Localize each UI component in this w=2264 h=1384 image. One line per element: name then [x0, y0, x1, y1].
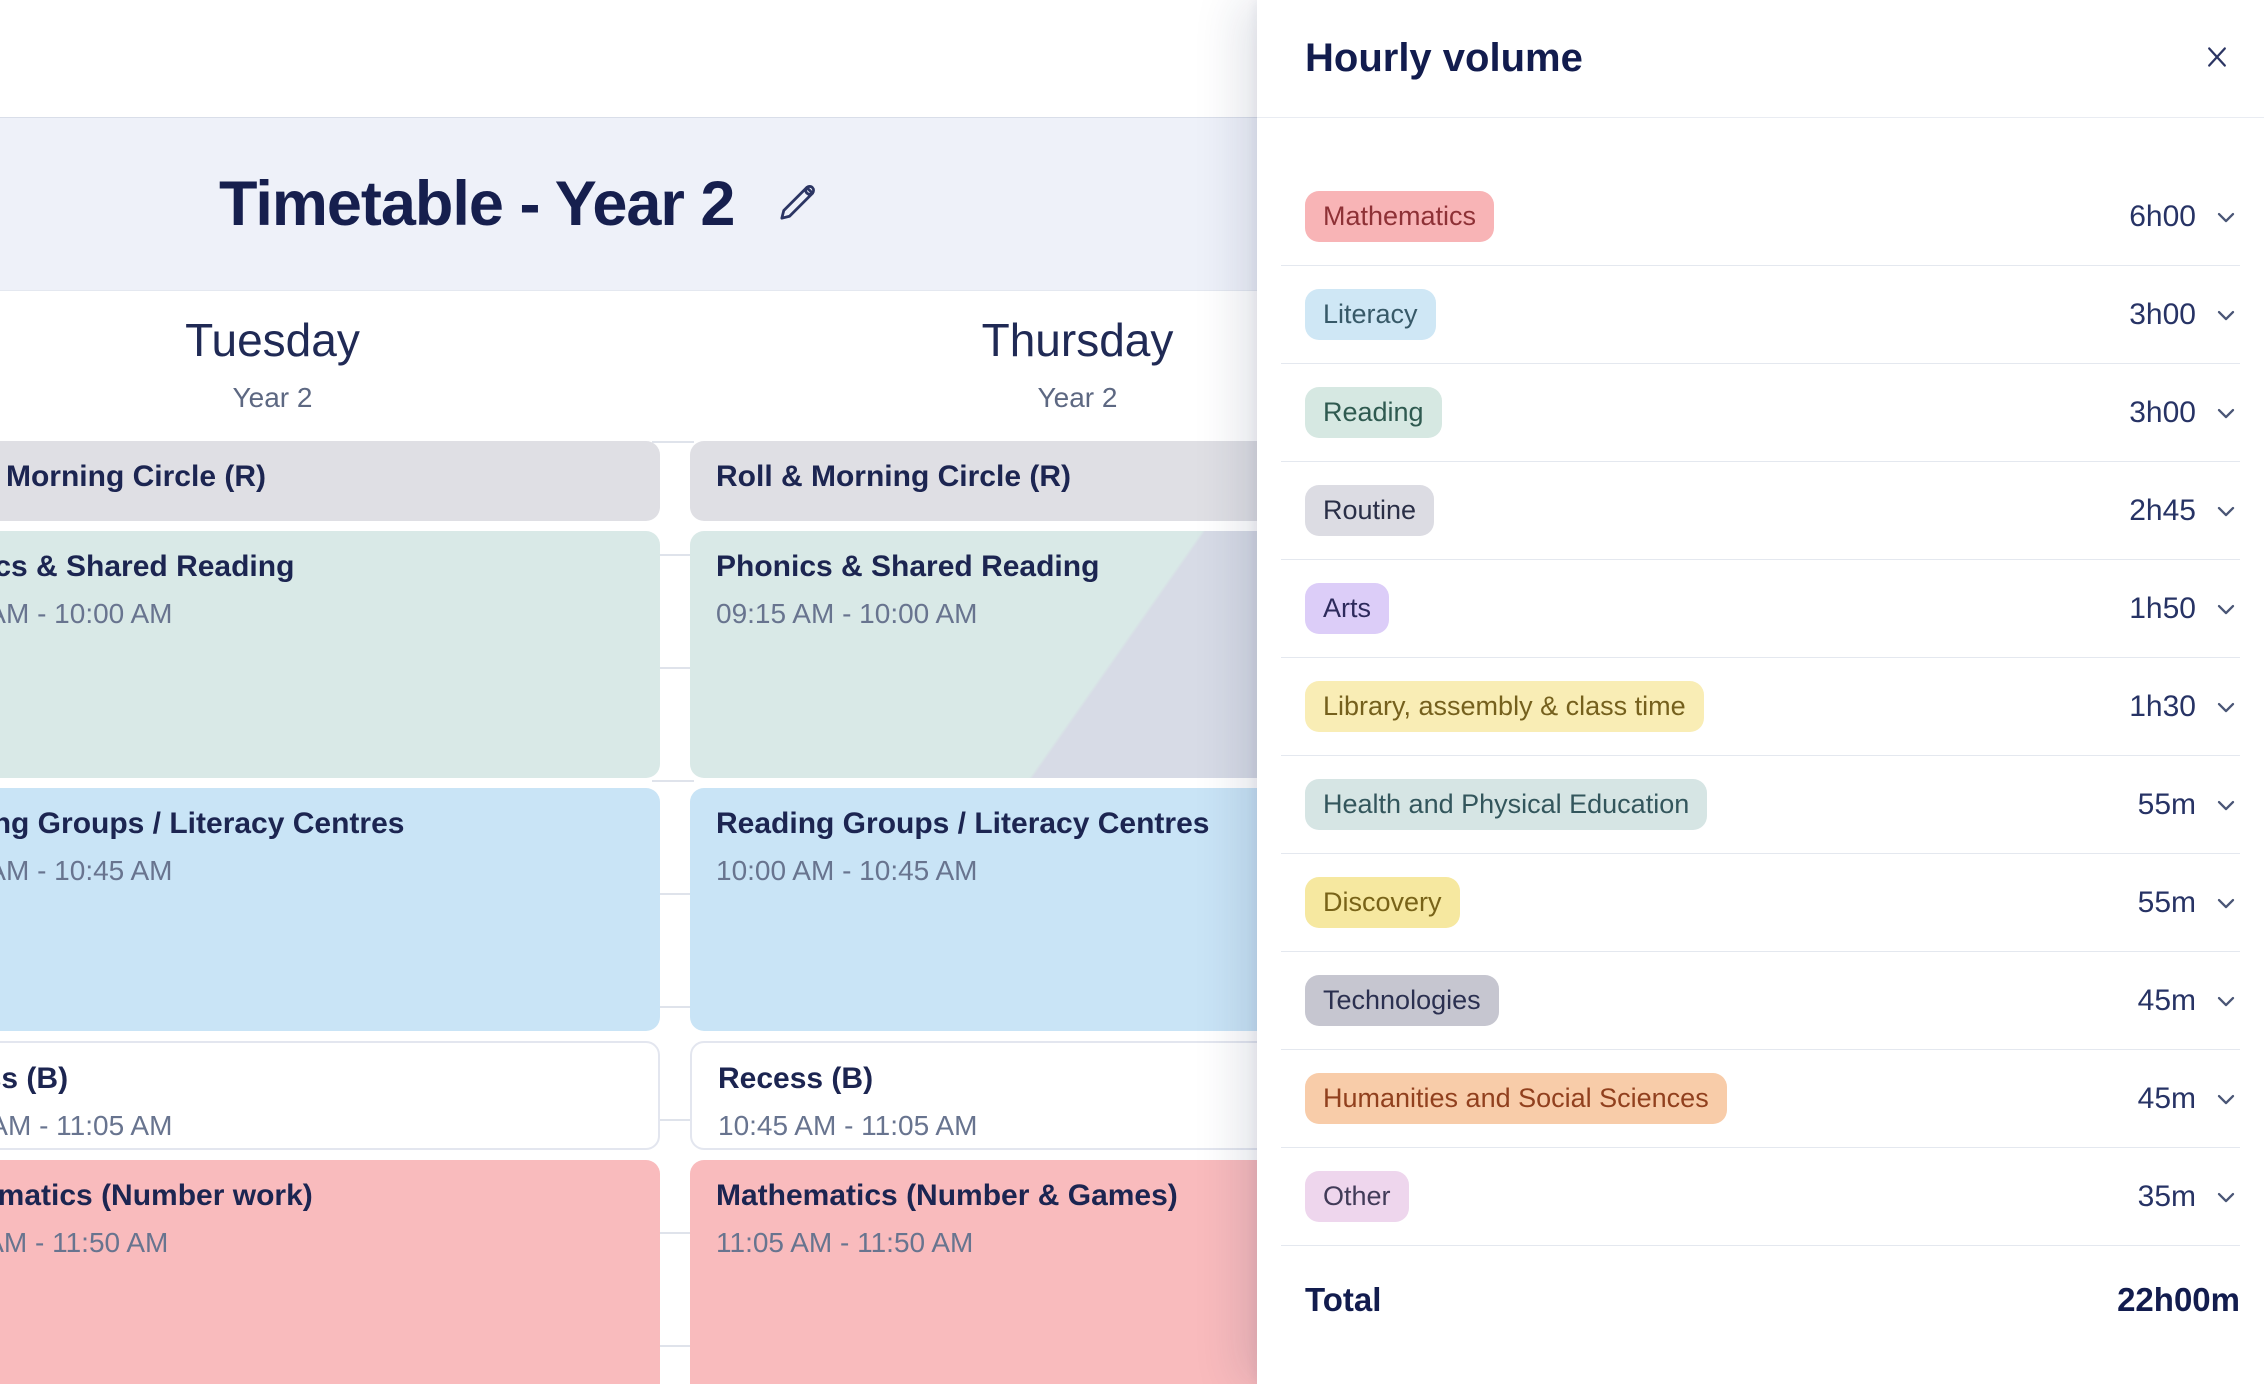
- subject-badge: Routine: [1305, 484, 1435, 537]
- event-title: Phonics & Shared Reading: [0, 550, 295, 583]
- close-panel-button[interactable]: [2192, 32, 2242, 85]
- subject-badge: Other: [1305, 1170, 1409, 1223]
- event-time: 09:15 AM - 10:00 AM: [716, 597, 978, 629]
- chevron-down-icon[interactable]: [2212, 889, 2240, 917]
- event-recess[interactable]: Recess (B) 10:45 AM - 11:05 AM: [0, 1041, 660, 1150]
- volume-row-library-assembly[interactable]: Library, assembly & class time 1h30: [1281, 658, 2240, 756]
- volume-row-humanities[interactable]: Humanities and Social Sciences 45m: [1281, 1050, 2240, 1148]
- chevron-down-icon[interactable]: [2212, 987, 2240, 1015]
- event-title: Reading Groups / Literacy Centres: [716, 807, 1210, 840]
- event-title: Roll & Morning Circle (R): [716, 460, 1071, 493]
- duration-value: 6h00: [2129, 199, 2196, 233]
- subject-badge: Mathematics: [1305, 190, 1495, 243]
- event-time: 10:00 AM - 10:45 AM: [0, 854, 173, 886]
- volume-row-discovery[interactable]: Discovery 55m: [1281, 854, 2240, 952]
- event-time: 11:05 AM - 11:50 AM: [0, 1226, 169, 1258]
- duration-value: 55m: [2137, 787, 2196, 821]
- volume-row-reading[interactable]: Reading 3h00: [1281, 364, 2240, 462]
- panel-title: Hourly volume: [1305, 36, 1583, 80]
- total-value: 22h00m: [2117, 1281, 2240, 1318]
- chevron-down-icon[interactable]: [2212, 1183, 2240, 1211]
- event-phonics-shared-reading[interactable]: Phonics & Shared Reading 09:15 AM - 10:0…: [0, 531, 660, 778]
- volume-row-mathematics[interactable]: Mathematics 6h00: [1281, 168, 2240, 266]
- duration-value: 45m: [2137, 983, 2196, 1017]
- event-title: Reading Groups / Literacy Centres: [0, 807, 405, 840]
- event-time: 11:05 AM - 11:50 AM: [716, 1226, 974, 1258]
- event-title: Recess (B): [718, 1062, 874, 1095]
- duration-value: 3h00: [2129, 395, 2196, 429]
- event-title: Recess (B): [0, 1062, 69, 1095]
- day-sublabel: Year 2: [232, 381, 313, 413]
- event-time: 09:15 AM - 10:00 AM: [0, 597, 173, 629]
- edit-title-button[interactable]: [770, 176, 824, 233]
- event-roll-morning-circle[interactable]: Roll & Morning Circle (R): [0, 441, 660, 521]
- volume-row-technologies[interactable]: Technologies 45m: [1281, 952, 2240, 1050]
- chevron-down-icon[interactable]: [2212, 1085, 2240, 1113]
- subject-badge: Discovery: [1305, 876, 1460, 929]
- subject-badge: Humanities and Social Sciences: [1305, 1072, 1727, 1125]
- volume-list: Mathematics 6h00 Literacy 3h00 Reading 3…: [1257, 118, 2264, 1354]
- chevron-down-icon[interactable]: [2212, 203, 2240, 231]
- day-sublabel: Year 2: [1037, 381, 1118, 413]
- event-list: Roll & Morning Circle (R) Phonics & Shar…: [0, 441, 660, 1384]
- subject-badge: Arts: [1305, 582, 1390, 635]
- total-row: Total 22h00m: [1281, 1246, 2240, 1354]
- duration-value: 55m: [2137, 885, 2196, 919]
- duration-value: 2h45: [2129, 493, 2196, 527]
- volume-row-literacy[interactable]: Literacy 3h00: [1281, 266, 2240, 364]
- event-mathematics[interactable]: Mathematics (Number work) 11:05 AM - 11:…: [0, 1160, 660, 1384]
- subject-badge: Reading: [1305, 386, 1442, 439]
- subject-badge: Library, assembly & class time: [1305, 680, 1704, 733]
- duration-value: 1h30: [2129, 689, 2196, 723]
- chevron-down-icon[interactable]: [2212, 791, 2240, 819]
- volume-row-health-pe[interactable]: Health and Physical Education 55m: [1281, 756, 2240, 854]
- event-time: 10:45 AM - 11:05 AM: [0, 1109, 173, 1141]
- volume-row-arts[interactable]: Arts 1h50: [1281, 560, 2240, 658]
- event-title: Mathematics (Number work): [0, 1179, 313, 1212]
- day-header-tuesday: Tuesday Year 2: [0, 293, 660, 441]
- page-title: Timetable - Year 2: [219, 169, 735, 239]
- chevron-down-icon[interactable]: [2212, 497, 2240, 525]
- volume-row-other[interactable]: Other 35m: [1281, 1148, 2240, 1246]
- day-name: Thursday: [981, 314, 1174, 366]
- subject-badge: Technologies: [1305, 974, 1499, 1027]
- chevron-down-icon[interactable]: [2212, 301, 2240, 329]
- duration-value: 45m: [2137, 1081, 2196, 1115]
- chevron-down-icon[interactable]: [2212, 399, 2240, 427]
- duration-value: 3h00: [2129, 297, 2196, 331]
- panel-header: Hourly volume: [1257, 0, 2264, 118]
- duration-value: 35m: [2137, 1179, 2196, 1213]
- event-time: 10:45 AM - 11:05 AM: [718, 1109, 978, 1141]
- event-reading-groups[interactable]: Reading Groups / Literacy Centres 10:00 …: [0, 788, 660, 1031]
- event-title: Phonics & Shared Reading: [716, 550, 1100, 583]
- day-header-thursday: Thursday Year 2: [690, 293, 1465, 441]
- pencil-icon: [774, 180, 820, 229]
- day-name: Tuesday: [185, 314, 360, 366]
- duration-value: 1h50: [2129, 591, 2196, 625]
- chevron-down-icon[interactable]: [2212, 595, 2240, 623]
- subject-badge: Health and Physical Education: [1305, 778, 1708, 831]
- event-title: Mathematics (Number & Games): [716, 1179, 1178, 1212]
- total-label: Total: [1305, 1281, 1382, 1318]
- day-column-tuesday: Tuesday Year 2 Roll & Morning Circle (R)…: [0, 293, 660, 1384]
- event-title: Roll & Morning Circle (R): [0, 460, 266, 493]
- event-time: 10:00 AM - 10:45 AM: [716, 854, 978, 886]
- chevron-down-icon[interactable]: [2212, 693, 2240, 721]
- hourly-volume-panel: Hourly volume Mathematics 6h00 Literacy: [1257, 0, 2264, 1384]
- close-icon: [2200, 40, 2234, 77]
- subject-badge: Literacy: [1305, 288, 1436, 341]
- volume-row-routine[interactable]: Routine 2h45: [1281, 462, 2240, 560]
